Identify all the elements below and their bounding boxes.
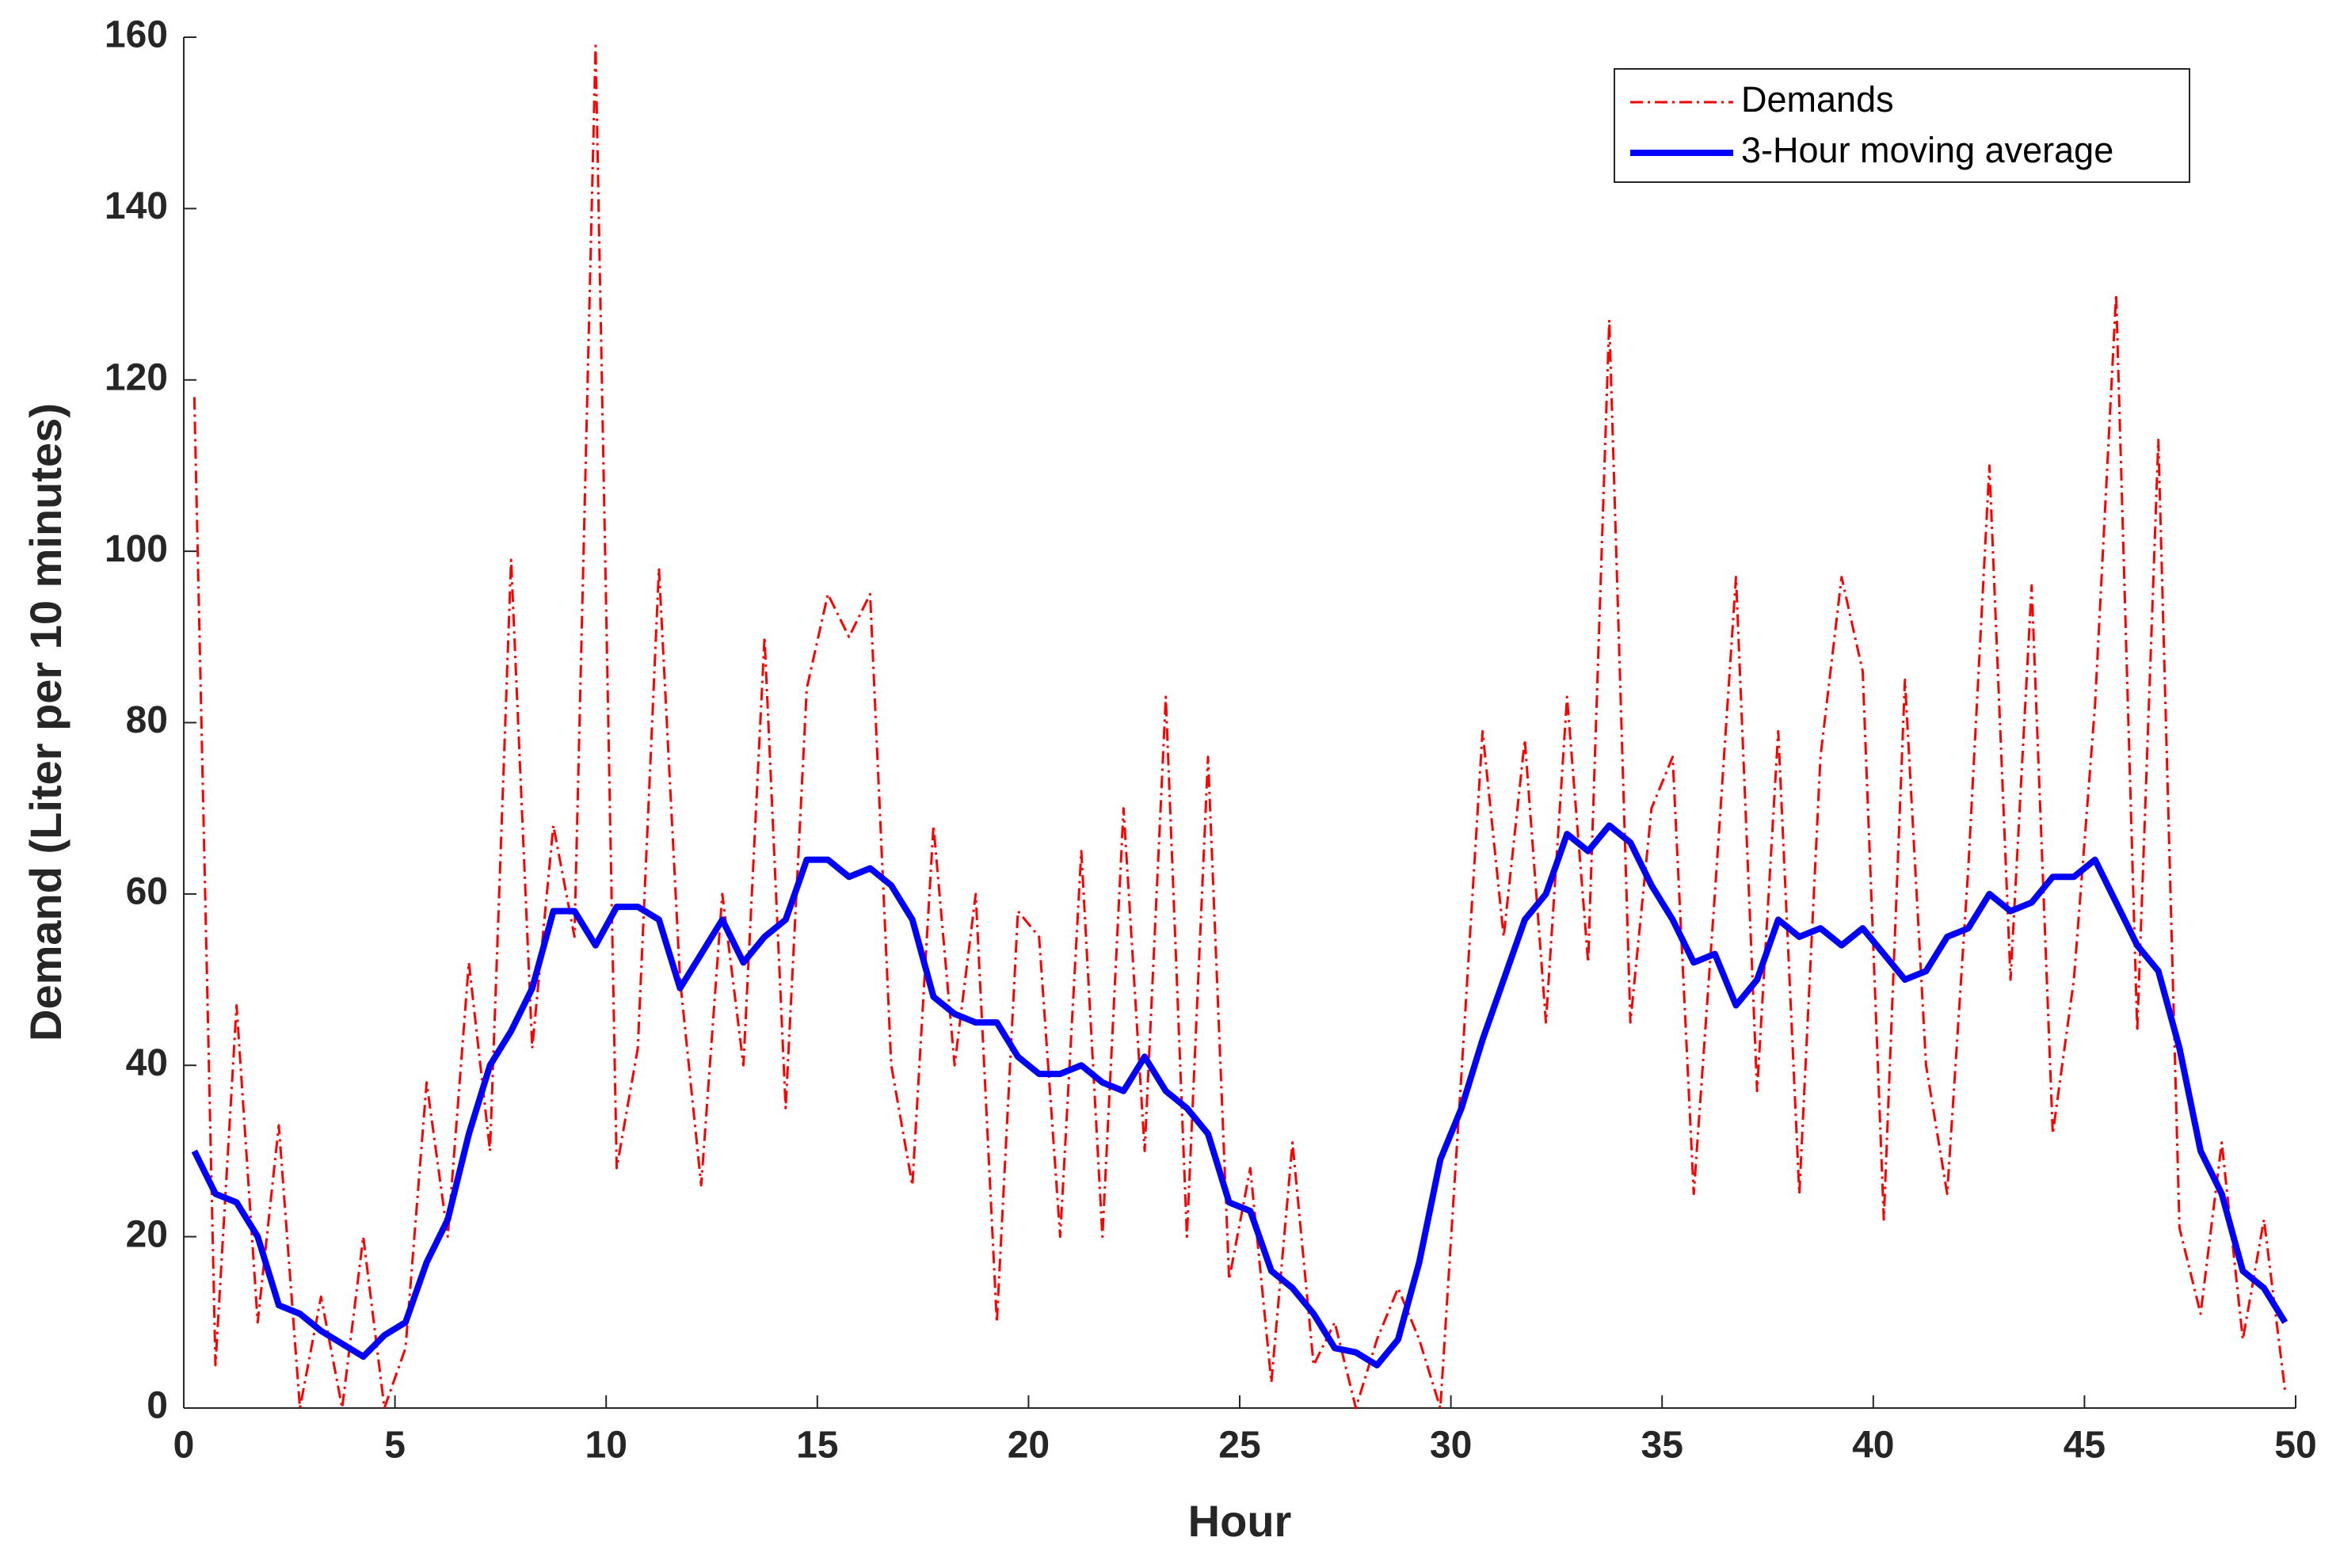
y-tick-label: 60: [126, 871, 168, 913]
y-tick-label: 0: [147, 1385, 168, 1427]
legend-label: 3-Hour moving average: [1741, 130, 2113, 170]
y-tick-label: 160: [105, 14, 168, 56]
legend-box: [1614, 68, 2190, 183]
x-axis-label: Hour: [1188, 1496, 1292, 1546]
x-tick-label: 40: [1852, 1425, 1894, 1467]
x-tick-label: 0: [173, 1425, 195, 1467]
legend-label: Demands: [1741, 79, 1894, 120]
x-tick-label: 20: [1008, 1425, 1050, 1467]
y-tick-label: 80: [126, 699, 168, 741]
x-tick-label: 30: [1430, 1425, 1472, 1467]
y-tick-label: 20: [126, 1213, 168, 1255]
x-tick-label: 50: [2274, 1425, 2316, 1467]
series-line: [191, 822, 2289, 1368]
y-tick-label: 100: [105, 528, 168, 570]
y-tick-label: 120: [105, 356, 168, 398]
x-tick-label: 10: [585, 1425, 627, 1467]
x-tick-label: 35: [1641, 1425, 1683, 1467]
y-tick-label: 140: [105, 185, 168, 227]
y-axis-label: Demand (Liter per 10 minutes): [21, 403, 71, 1041]
x-tick-label: 25: [1218, 1425, 1260, 1467]
x-tick-label: 45: [2064, 1425, 2106, 1467]
x-tick-label: 5: [384, 1425, 406, 1467]
x-tick-label: 15: [796, 1425, 838, 1467]
y-tick-label: 40: [126, 1042, 168, 1084]
series-line: [192, 44, 2287, 1410]
